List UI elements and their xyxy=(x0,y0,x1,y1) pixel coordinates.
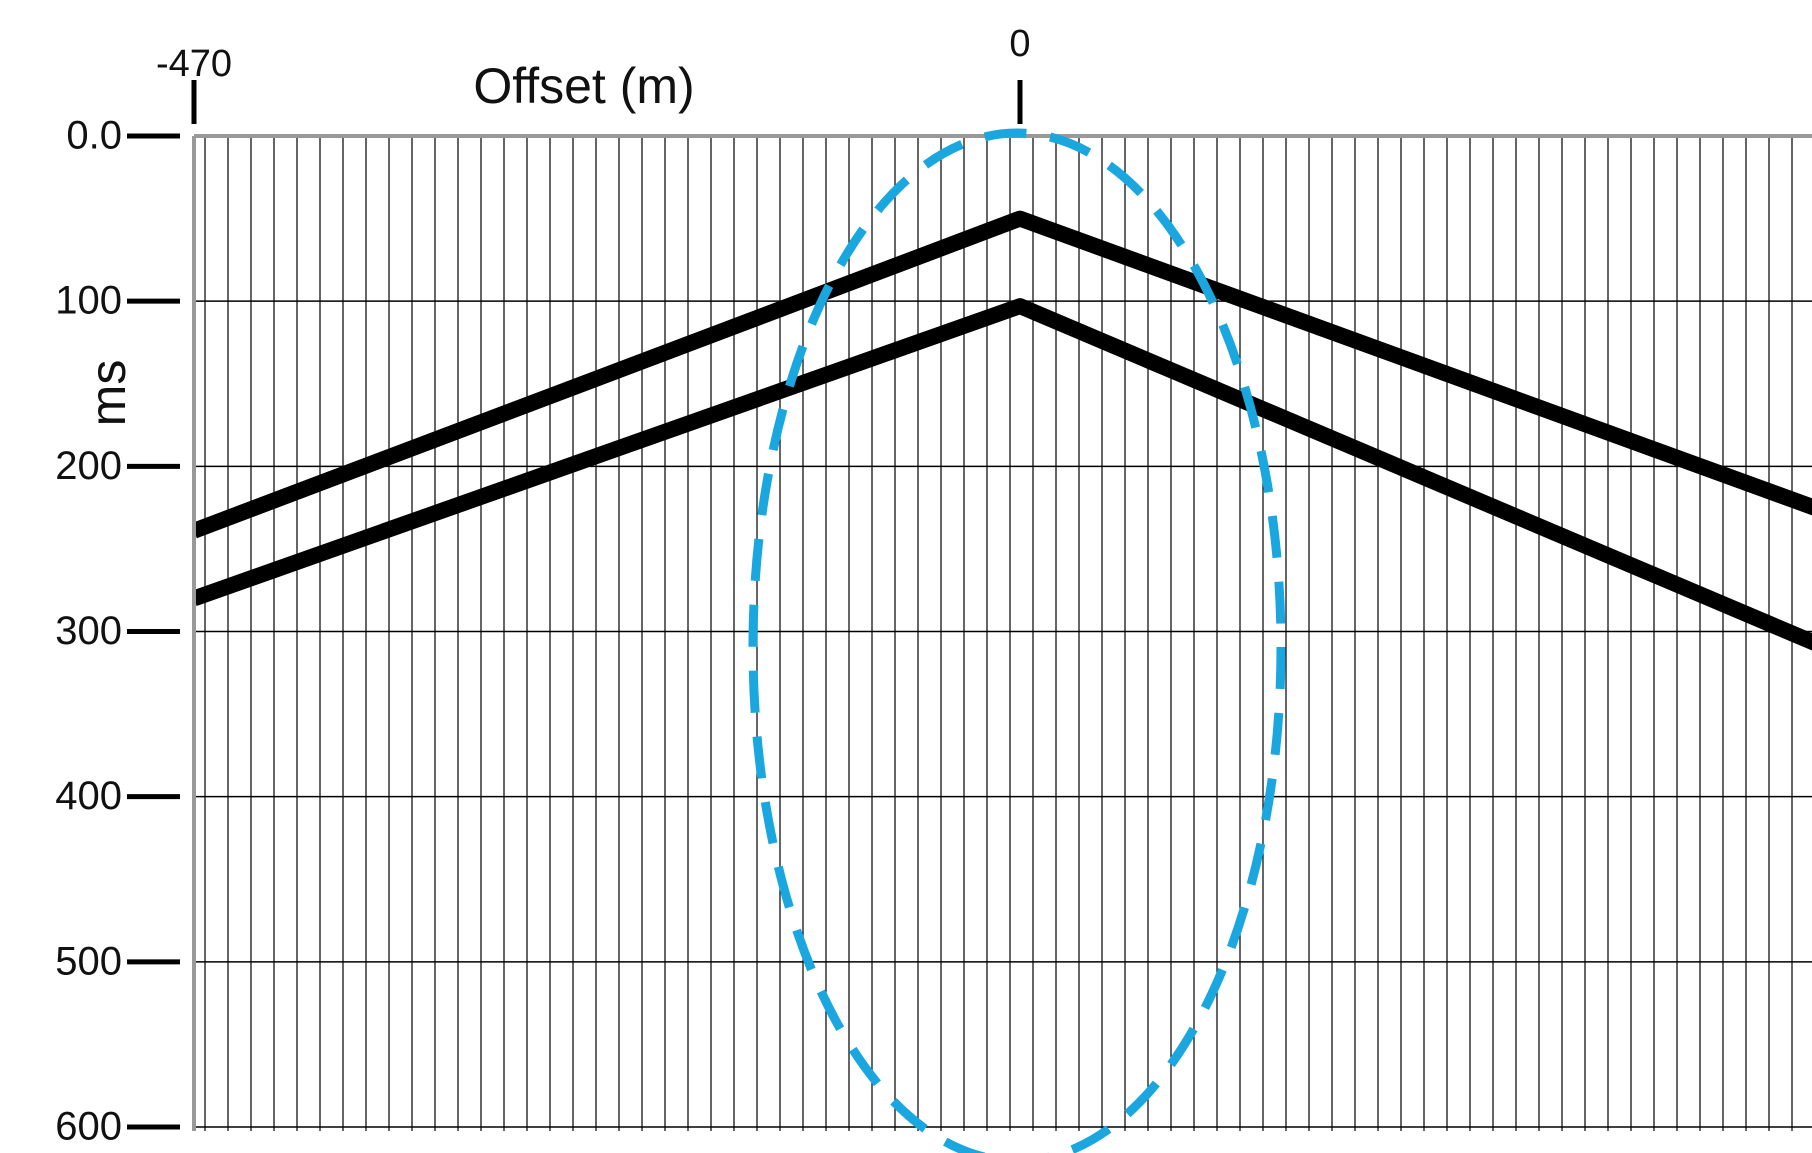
y-axis-label: ms xyxy=(80,360,136,427)
y-tick-label: 300 xyxy=(55,609,122,653)
trace-baselines xyxy=(194,136,1812,1131)
page: Offset (m) ms 0.0 100 200 300 400 500 600 -470 0… xyxy=(0,0,1812,1153)
y-tick-label: 600 xyxy=(55,1105,122,1149)
y-tick-label: 0.0 xyxy=(66,114,122,158)
chart: Offset (m) ms 0.0 100 200 300 400 500 600 -470 0… xyxy=(0,0,1812,1153)
x-tick-label: -470 xyxy=(156,43,232,85)
y-tick-label: 400 xyxy=(55,774,122,818)
x-tick-label: 0 xyxy=(1009,23,1030,65)
y-tick-label: 500 xyxy=(55,939,122,983)
y-tick-label: 200 xyxy=(55,444,122,488)
y-tick-label: 100 xyxy=(55,279,122,323)
x-axis-label: Offset (m) xyxy=(473,58,694,114)
